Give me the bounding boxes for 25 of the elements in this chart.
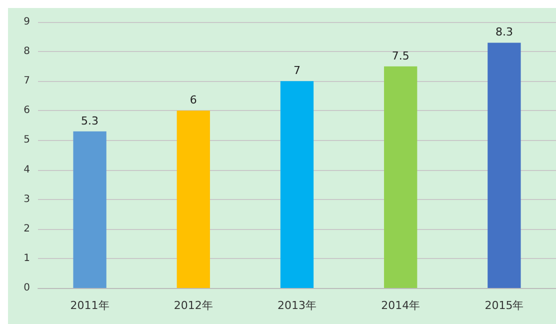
data-label: 8.3 bbox=[495, 26, 513, 39]
y-tick-label: 2 bbox=[24, 223, 30, 234]
data-label: 5.3 bbox=[81, 114, 99, 128]
y-tick-label: 1 bbox=[24, 252, 30, 264]
bar bbox=[488, 42, 521, 288]
y-tick-label: 7 bbox=[24, 76, 30, 87]
y-tick-label: 3 bbox=[24, 194, 30, 205]
y-tick-label: 0 bbox=[24, 282, 30, 294]
x-tick-label: 2011年 bbox=[70, 299, 110, 312]
data-label: 7 bbox=[294, 64, 300, 78]
data-label: 7.5 bbox=[392, 49, 410, 62]
y-tick-label: 4 bbox=[24, 164, 30, 176]
bar bbox=[384, 66, 418, 288]
y-tick-label: 8 bbox=[24, 46, 30, 58]
x-tick-label: 2013年 bbox=[278, 299, 316, 312]
y-tick-label: 9 bbox=[24, 16, 30, 28]
x-tick-label: 2014年 bbox=[381, 299, 420, 312]
data-label: 6 bbox=[190, 94, 197, 107]
bar bbox=[280, 81, 314, 288]
x-tick-label: 2015年 bbox=[484, 299, 524, 312]
x-tick-label: 2012年 bbox=[174, 299, 213, 312]
y-tick-label: 6 bbox=[24, 105, 30, 116]
bar bbox=[73, 131, 106, 288]
bar bbox=[176, 110, 210, 288]
y-tick-label: 5 bbox=[24, 134, 30, 146]
